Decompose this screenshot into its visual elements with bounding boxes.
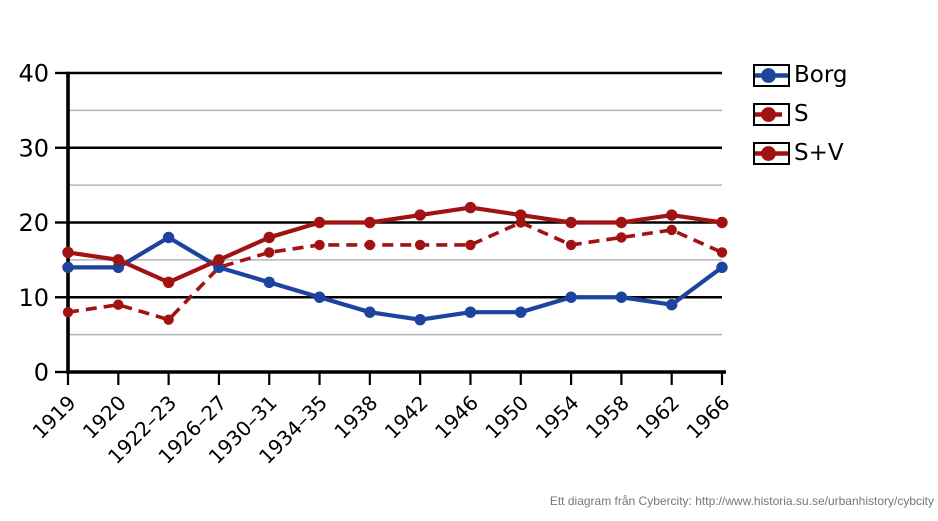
series-s-marker [364, 239, 376, 251]
series-sv-marker [414, 209, 426, 221]
series-borg-marker [62, 261, 74, 274]
legend-circle [761, 106, 776, 122]
y-tick-label: 40 [18, 60, 49, 88]
series-sv-marker [62, 246, 74, 259]
legend-swatch-sv [753, 141, 790, 165]
legend-item-sv: S+V [753, 141, 848, 165]
legend: Borg S S+V [753, 63, 848, 180]
series-borg-marker [615, 291, 628, 303]
legend-circle [761, 67, 776, 83]
series-borg-marker [716, 261, 728, 274]
series-s-marker [264, 247, 275, 258]
series-s-marker [616, 232, 627, 243]
legend-marker-s-icon [755, 106, 782, 122]
legend-swatch-borg [753, 63, 790, 87]
x-tick-label: 1946 [430, 391, 483, 444]
series-sv-marker [515, 209, 527, 221]
series-s-marker [113, 299, 124, 310]
legend-marker-sv-icon [755, 145, 788, 161]
x-tick-label: 1942 [380, 391, 433, 444]
legend-marker-borg-icon [755, 67, 788, 83]
series-borg-marker [162, 231, 175, 244]
series-s-line [67, 220, 723, 322]
y-tick-label: 20 [18, 209, 49, 237]
y-tick-label: 30 [18, 134, 49, 162]
legend-swatch-s [753, 102, 790, 126]
series-sv-marker [162, 276, 175, 288]
series-sv-marker [615, 216, 628, 229]
series-sv-line [67, 205, 723, 285]
x-tick-label: 1954 [531, 391, 584, 444]
x-tick-label: 1966 [682, 391, 735, 444]
series-sv-marker [464, 201, 477, 214]
series-borg-marker [414, 313, 426, 326]
series-sv-marker [213, 254, 225, 266]
legend-item-s: S [753, 102, 848, 126]
series-s-marker [666, 224, 677, 236]
legend-label-sv: S+V [794, 140, 844, 166]
series-sv-marker [665, 209, 678, 221]
series-s-marker [163, 314, 174, 325]
legend-label-borg: Borg [794, 62, 848, 88]
chart-title: Huskvarna, mandatfördelning mellan polit… [30, 471, 406, 521]
series-borg-marker [313, 291, 326, 303]
series-s-marker [314, 239, 325, 251]
x-tick-label: 1962 [631, 391, 684, 444]
series-borg-line [68, 235, 724, 322]
series-borg-marker [364, 306, 376, 318]
y-tick-label: 10 [18, 284, 49, 312]
legend-item-borg: Borg [753, 63, 848, 87]
x-tick-label: 1919 [28, 391, 81, 444]
y-tick-label: 0 [34, 359, 49, 387]
series-borg-marker [263, 276, 275, 288]
attribution-text: Ett diagram från Cybercity: http://www.h… [549, 494, 934, 508]
series-s-marker [716, 247, 728, 258]
series-sv-marker [313, 216, 326, 229]
series-borg-marker [464, 306, 477, 318]
x-tick-label: 1958 [581, 391, 634, 444]
series-sv-marker [112, 254, 125, 266]
series-sv-marker [263, 231, 275, 244]
series-sv-marker [565, 216, 577, 229]
legend-label-s: S [794, 101, 809, 127]
legend-circle [761, 145, 776, 161]
series-s-marker [414, 239, 426, 251]
series-s-marker [465, 239, 476, 251]
series-borg-marker [665, 299, 678, 311]
series-sv-marker [716, 216, 728, 229]
series-s-marker [62, 307, 74, 318]
series-sv-marker [364, 216, 376, 229]
x-tick-label: 1938 [329, 391, 382, 444]
x-tick-label: 1950 [480, 391, 533, 444]
series-borg-marker [565, 291, 577, 303]
series-s-marker [565, 239, 577, 251]
series-borg-marker [515, 306, 527, 318]
